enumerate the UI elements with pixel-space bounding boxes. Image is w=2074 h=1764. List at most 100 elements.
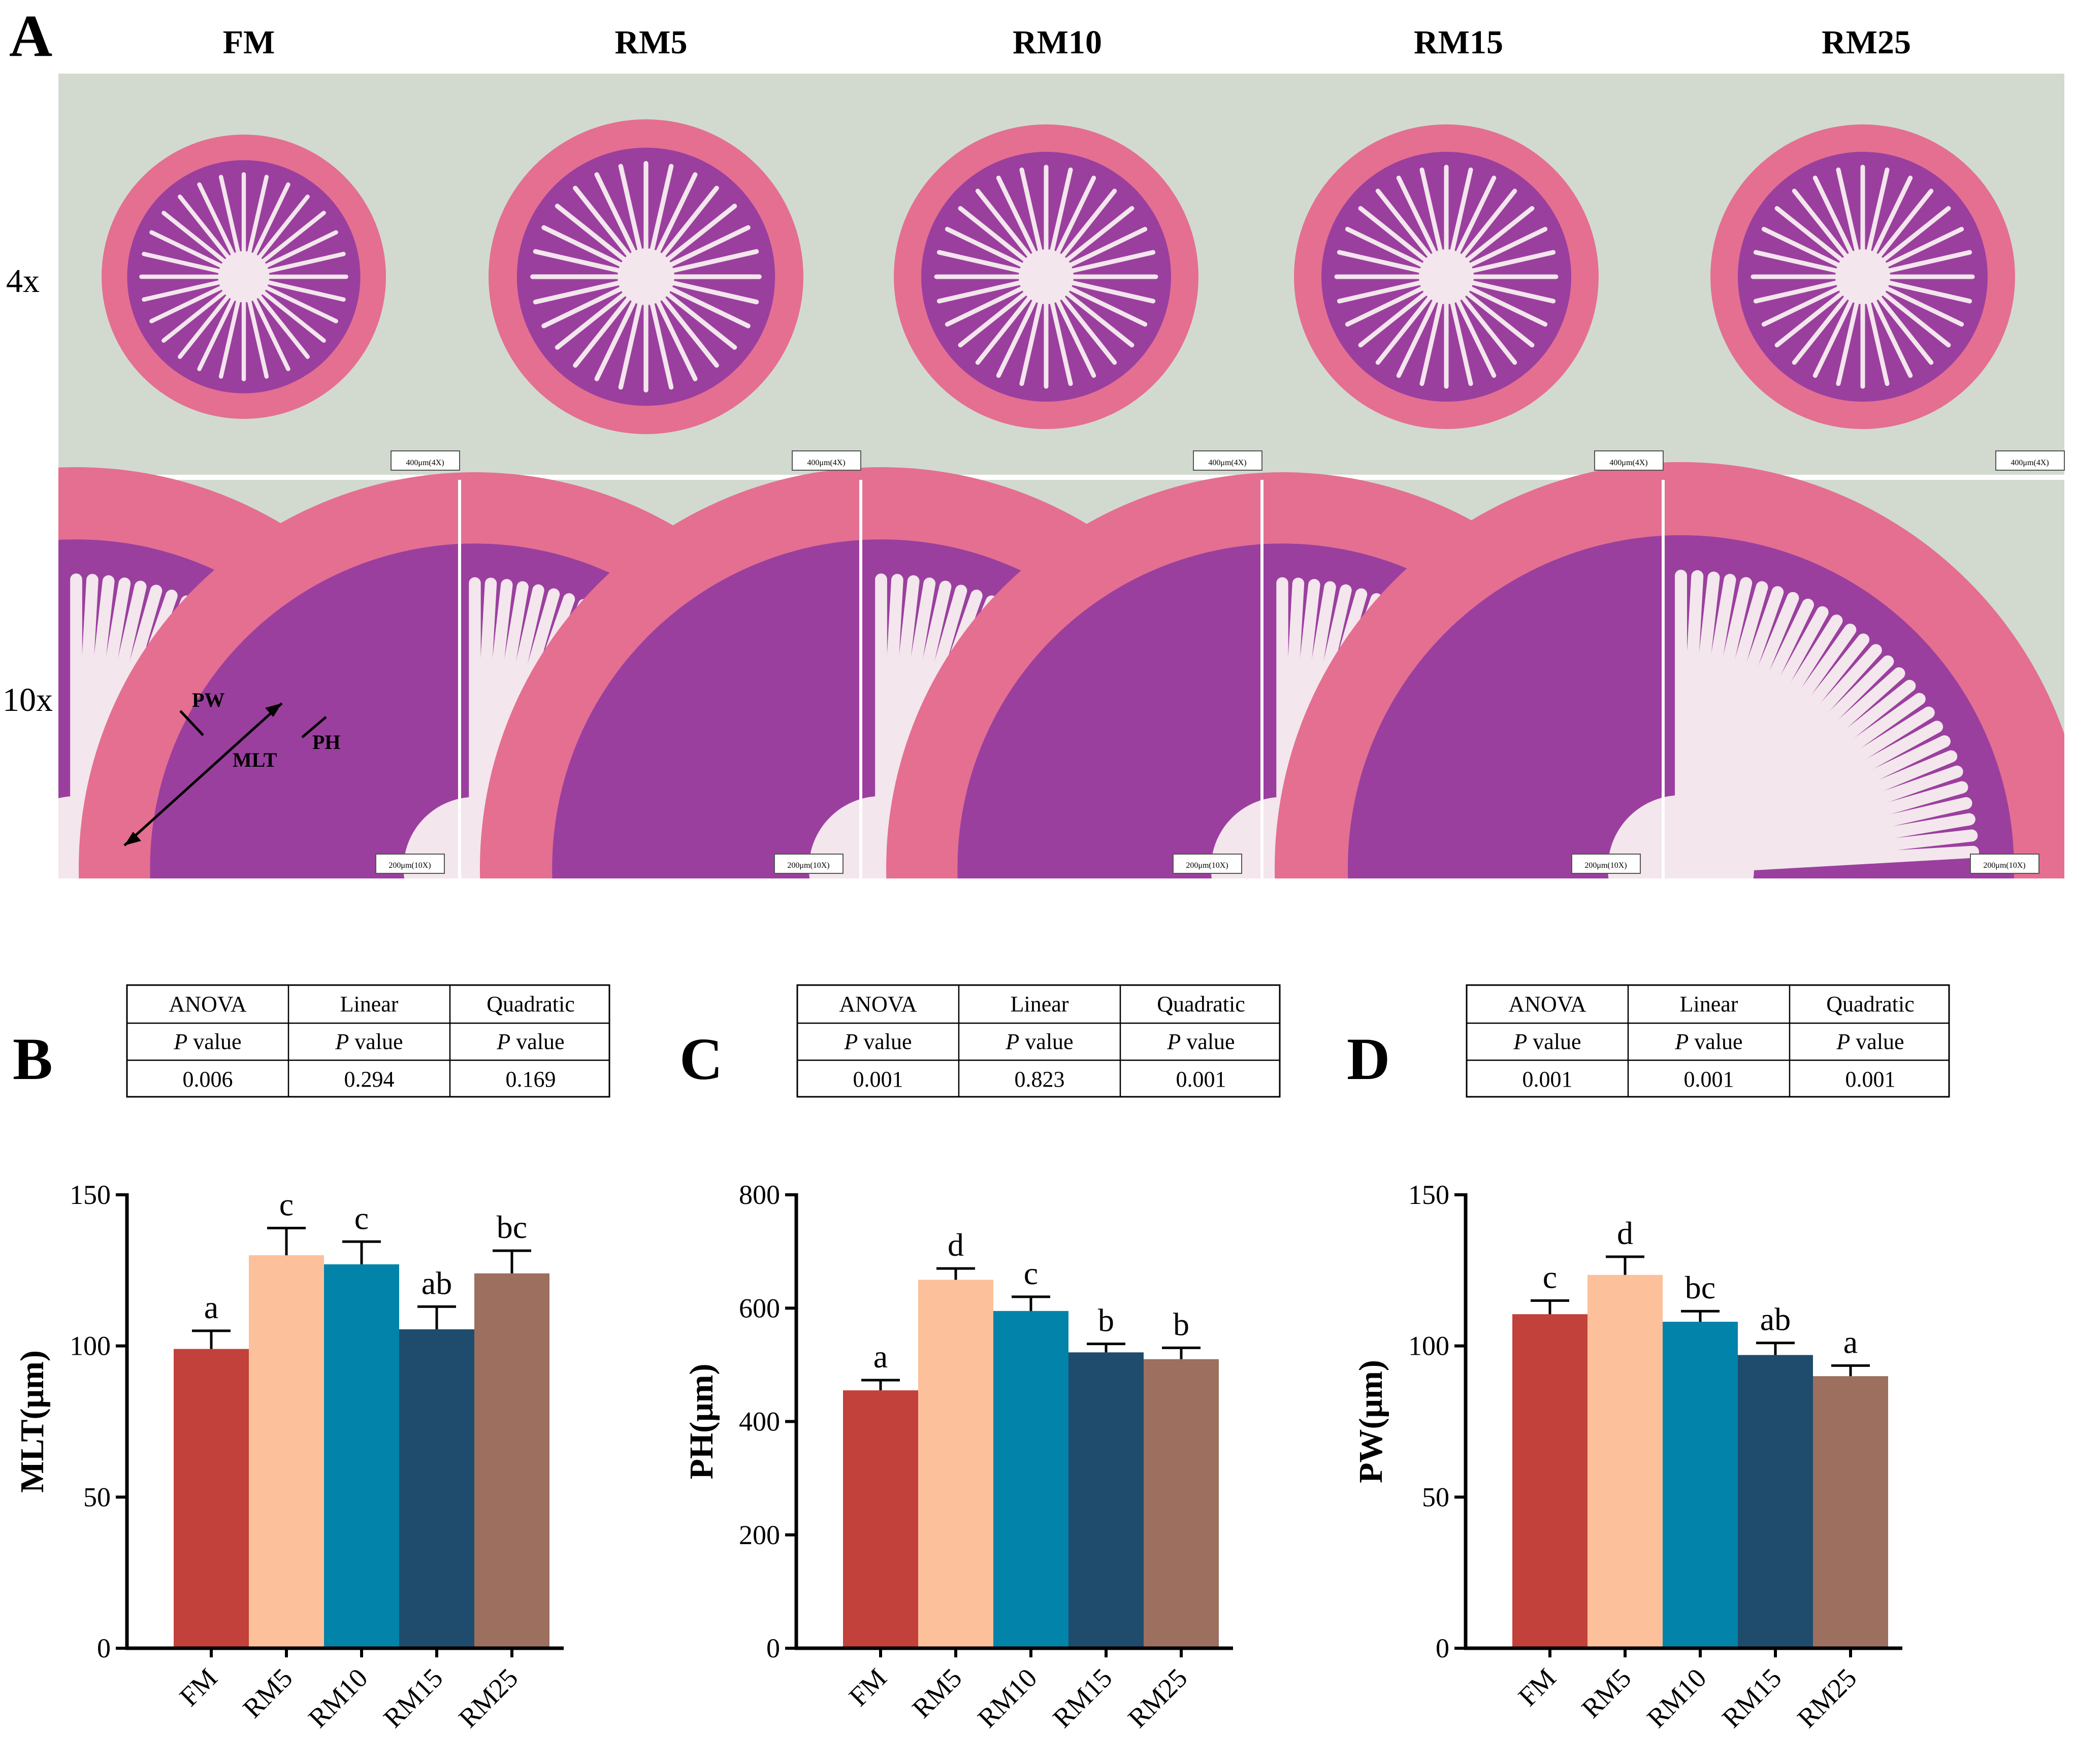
x-tick-label: RM10 <box>1641 1662 1712 1734</box>
section-4x-rm10-villus-gap <box>1044 274 1117 365</box>
stat-table-0: ANOVA P value 0.006 Linear P value 0.294 Quadr… <box>126 984 610 1098</box>
section-4x-rm15-villus-gap <box>1337 274 1449 304</box>
section-4x-rm10-villus-gap <box>936 250 1049 279</box>
section-4x-fm-villus-gap <box>241 230 338 279</box>
x-tick-label: FM <box>843 1662 893 1712</box>
x-tick-label: FM <box>1512 1662 1562 1712</box>
table-value-cell: 0.006 <box>183 1067 233 1092</box>
section-4x-rm25-villus-gap <box>1761 274 1865 327</box>
bar-rm25 <box>474 1273 549 1648</box>
section-4x-rm25-villus-gap <box>1860 274 1972 304</box>
row-label-10x: 10x <box>3 681 53 718</box>
micrograph-divider <box>1662 480 1665 878</box>
section-4x-rm10-villus-gap <box>1044 206 1135 279</box>
section-4x-rm25-villus-gap <box>1860 274 1934 365</box>
mlt-arrow <box>123 702 283 846</box>
table-value-cell: 0.823 <box>1015 1067 1065 1092</box>
y-tick-label: 150 <box>1408 1180 1449 1210</box>
y-axis-label: PW(μm) <box>1352 1360 1389 1483</box>
scale-label-4x-rm5: 400μm(4X) <box>807 459 845 467</box>
section-4x-rm5-villus-gap <box>643 274 759 305</box>
section-4x-rm5-villus-gap <box>533 274 649 305</box>
table-pvalue-label: P value <box>844 1029 912 1054</box>
section-4x-rm10-villus-gap <box>1044 274 1135 348</box>
section-4x-rm10-villus-gap <box>945 274 1049 327</box>
section-4x-rm5-villus-gap <box>618 164 649 279</box>
scale-label-4x-rm10: 400μm(4X) <box>1208 459 1246 467</box>
section-4x-fm-villus-gap <box>149 230 246 279</box>
scale-label-4x-rm25: 400μm(4X) <box>2011 459 2049 467</box>
section-4x-fm-villus-gap <box>241 274 269 379</box>
bar-rm10 <box>324 1264 399 1648</box>
y-tick-label: 0 <box>1436 1633 1449 1663</box>
table-pvalue-label: P value <box>1166 1029 1235 1054</box>
section-4x-rm10-villus-gap <box>1019 274 1049 386</box>
section-4x-rm25-villus-gap <box>1860 206 1951 279</box>
section-4x-fm-villus-gap <box>149 274 246 323</box>
x-tick-label: RM15 <box>1716 1662 1787 1734</box>
scale-bar-4x-rm25 <box>1995 450 2065 471</box>
section-4x-rm10-villus-gap <box>1044 274 1156 304</box>
section-4x-rm25-villus-gap <box>1753 274 1865 304</box>
section-4x-rm15-villus-gap <box>1358 274 1449 348</box>
scale-bar-4x-rm5 <box>792 450 861 471</box>
bar-rm5 <box>1587 1275 1663 1648</box>
table-header-cell: ANOVA <box>839 992 917 1017</box>
table-value-cell: 0.001 <box>1845 1067 1896 1092</box>
section-4x-fm-villus-gap <box>142 251 246 279</box>
bar-rm15 <box>1738 1355 1813 1648</box>
table-header-cell: ANOVA <box>1508 992 1586 1017</box>
section-4x-fm-villus-gap <box>197 274 246 371</box>
x-tick-label: RM5 <box>1576 1662 1637 1724</box>
section-4x-rm10-villus-gap <box>1044 226 1148 279</box>
scale-label-10x-rm10: 200μm(10X) <box>1186 861 1228 870</box>
section-4x-fm-villus-gap <box>241 274 326 343</box>
bar-rm15 <box>1068 1352 1144 1648</box>
section-4x-rm5-villus-gap <box>643 225 751 279</box>
section-4x-rm25-villus-gap <box>1860 274 1913 378</box>
y-tick-label: 600 <box>739 1293 780 1323</box>
section-4x-rm25-villus-gap <box>1761 226 1865 279</box>
section-4x-rm25-villus-gap <box>1860 274 1951 348</box>
section-4x-fm-villus-gap <box>218 274 246 379</box>
significance-letter: b <box>1098 1302 1114 1338</box>
micrograph-divider <box>458 480 461 878</box>
table-pvalue-label: P value <box>1513 1029 1581 1054</box>
ph-label: PH <box>312 731 341 754</box>
table-pvalue-label: P value <box>496 1029 564 1054</box>
section-4x-rm10-villus-gap <box>958 274 1049 348</box>
significance-letter: ab <box>1760 1301 1791 1337</box>
section-4x-rm10-villus-gap <box>1044 175 1096 279</box>
bar-chart-d: c FM d RM5 bc RM10 ab RM15 a RM25 0 50 100 150 PW(μm) <box>1352 1180 1902 1734</box>
x-tick-label: RM5 <box>906 1662 968 1724</box>
section-4x-rm25-villus-gap <box>1774 206 1865 279</box>
table-header-cell: Linear <box>1011 992 1069 1017</box>
section-4x-rm15-villus-gap <box>1358 206 1449 279</box>
section-4x-rm5-villus-gap <box>643 185 719 279</box>
section-4x-rm15-villus-gap <box>1444 274 1473 386</box>
micrograph-divider <box>1260 480 1263 878</box>
section-4x-fm-villus-gap <box>161 274 246 343</box>
section-4x-rm25-villus-gap <box>1860 226 1964 279</box>
section-4x-rm15-villus-gap <box>1444 274 1497 378</box>
bar-fm <box>174 1349 249 1648</box>
x-tick-label: RM25 <box>1791 1662 1862 1734</box>
y-tick-label: 100 <box>70 1331 111 1361</box>
scale-bar-10x-rm10 <box>1173 854 1242 874</box>
significance-letter: c <box>1024 1255 1038 1291</box>
significance-letter: c <box>354 1200 369 1236</box>
table-value-cell: 0.294 <box>344 1067 395 1092</box>
section-4x-rm5-villus-gap <box>618 274 649 390</box>
y-axis-label: PH(μm) <box>683 1363 720 1479</box>
stat-table-2: ANOVA P value 0.001 Linear P value 0.001 Quadr… <box>1466 984 1950 1098</box>
section-4x-rm5-villus-gap <box>594 274 649 381</box>
table-header-cell: Linear <box>1680 992 1738 1017</box>
table-value-cell: 0.001 <box>1684 1067 1734 1092</box>
scale-label-4x-rm15: 400μm(4X) <box>1609 459 1647 467</box>
section-4x-rm5-villus-gap <box>643 204 737 279</box>
scale-bar-10x-fm <box>375 854 445 874</box>
section-4x-rm25-villus-gap <box>1860 250 1972 279</box>
x-tick-label: RM15 <box>1047 1662 1118 1734</box>
x-tick-label: RM25 <box>1122 1662 1193 1734</box>
section-4x-rm5-villus-gap <box>643 274 698 381</box>
